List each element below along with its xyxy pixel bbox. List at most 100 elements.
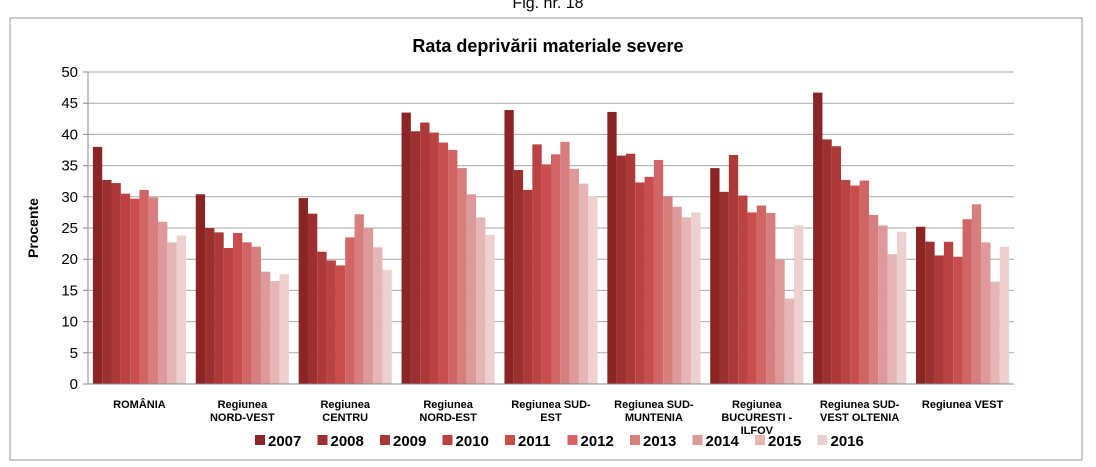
bar — [831, 146, 842, 384]
bar — [326, 260, 336, 384]
y-tick-label: 0 — [70, 376, 78, 393]
bar — [710, 168, 720, 384]
bar — [214, 232, 224, 384]
bar — [953, 256, 963, 384]
y-tick-label: 20 — [61, 251, 78, 268]
bar — [691, 212, 701, 384]
bar — [466, 194, 477, 384]
bar — [878, 225, 888, 384]
bar — [915, 226, 926, 384]
chart-title: Rata deprivării materiale severe — [412, 36, 683, 56]
bar — [728, 154, 739, 384]
bar — [438, 142, 449, 384]
bar — [448, 150, 458, 384]
bar — [569, 168, 579, 384]
bar — [92, 146, 103, 384]
bar — [681, 217, 692, 384]
x-tick-label: Regiunea NORD-VEST — [210, 399, 275, 424]
bar — [317, 251, 327, 384]
legend-label: 2010 — [456, 433, 489, 450]
bar — [868, 214, 879, 384]
bar — [859, 180, 869, 384]
y-axis-label: Procente — [25, 198, 41, 258]
bar — [382, 269, 392, 384]
bar — [130, 198, 140, 384]
bar — [756, 205, 767, 384]
legend-swatch — [755, 435, 765, 445]
bar — [672, 206, 682, 384]
bar — [205, 228, 215, 384]
bar — [644, 176, 654, 384]
legend-label: 2013 — [643, 433, 676, 450]
legend-label: 2011 — [518, 433, 551, 450]
bar — [663, 196, 673, 384]
legend-swatch — [380, 435, 390, 445]
bar — [925, 241, 935, 384]
bar — [298, 198, 308, 384]
x-tick-label: Regiunea SUD-EST — [511, 399, 591, 424]
y-tick-label: 5 — [70, 345, 78, 362]
x-tick-label: Regiunea SUD-MUNTENIA — [614, 399, 694, 424]
x-tick-label: Regiunea BUCURESTI -ILFOV — [721, 399, 792, 437]
bar — [363, 228, 374, 384]
legend-swatch — [567, 435, 578, 445]
bar — [513, 169, 524, 384]
bar — [148, 197, 159, 384]
bar — [167, 242, 177, 384]
legend-label: 2015 — [768, 433, 801, 450]
legend-label: 2016 — [831, 433, 864, 450]
legend-swatch — [630, 435, 640, 445]
bar — [251, 246, 261, 384]
bar — [504, 110, 514, 385]
x-tick-label: Regiunea CENTRU — [320, 399, 370, 424]
bar — [457, 168, 467, 384]
bar — [822, 139, 832, 384]
bar — [532, 144, 542, 384]
bar — [223, 247, 234, 384]
bar — [719, 191, 729, 384]
bar — [794, 225, 804, 384]
bar — [653, 159, 664, 384]
x-tick-label: Regiunea VEST — [922, 399, 1004, 411]
bar — [195, 194, 206, 384]
legend-label: 2012 — [581, 433, 614, 450]
bar — [551, 154, 561, 384]
bar — [111, 183, 121, 384]
bar — [607, 111, 617, 384]
bar — [139, 189, 149, 384]
bar — [625, 153, 636, 384]
bar — [999, 246, 1010, 384]
bar — [485, 234, 495, 384]
x-tick-label: Regiunea SUD-VEST OLTENIA — [820, 399, 900, 424]
bar — [578, 183, 589, 384]
bar — [401, 112, 411, 384]
bar — [775, 259, 785, 384]
bar — [766, 213, 776, 384]
bar — [841, 179, 851, 384]
bar — [971, 204, 982, 384]
bar — [279, 274, 289, 384]
bar — [560, 141, 570, 384]
bar — [120, 193, 131, 384]
bar — [887, 254, 897, 384]
bar — [523, 189, 533, 384]
bar — [962, 219, 972, 384]
bar — [242, 242, 252, 384]
bar — [896, 231, 907, 384]
bar — [102, 179, 112, 384]
bar — [934, 255, 944, 384]
bar — [850, 185, 860, 384]
bar — [307, 213, 318, 384]
figure-label: Fig. nr. 18 — [512, 0, 583, 12]
bar — [420, 122, 430, 384]
bar — [260, 271, 271, 384]
bar — [541, 164, 551, 384]
bar — [429, 132, 439, 384]
bar — [813, 92, 823, 384]
y-tick-label: 15 — [61, 282, 78, 299]
y-tick-label: 35 — [61, 158, 78, 175]
y-tick-label: 30 — [61, 189, 78, 206]
bar — [784, 298, 795, 384]
x-tick-label: Regiunea NORD-EST — [419, 399, 477, 424]
